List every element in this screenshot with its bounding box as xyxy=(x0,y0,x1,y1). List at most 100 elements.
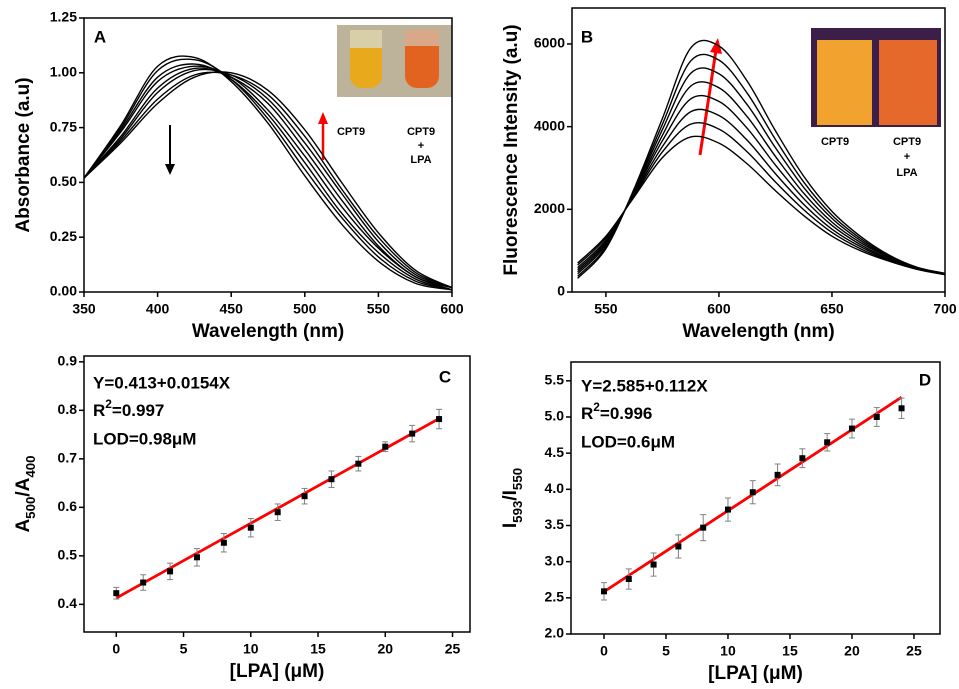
x-tick-label: 15 xyxy=(310,641,326,657)
inset-label: + xyxy=(904,151,910,163)
y-tick-label: 2.5 xyxy=(545,589,565,605)
data-point xyxy=(824,439,831,446)
data-point xyxy=(274,509,281,516)
x-tick-label: 20 xyxy=(377,641,393,657)
plot-frame xyxy=(83,17,453,293)
fit-equation: Y=0.413+0.0154X xyxy=(93,373,231,392)
spectrum-line xyxy=(84,63,452,291)
x-tick-label: 5 xyxy=(662,643,670,659)
x-tick-label: 25 xyxy=(906,643,922,659)
data-point xyxy=(382,443,389,450)
data-point xyxy=(247,524,254,531)
detection-limit: LOD=0.98μM xyxy=(93,429,196,448)
data-point xyxy=(409,430,416,437)
r-squared: R2=0.996 xyxy=(581,400,652,423)
data-point xyxy=(625,576,632,583)
y-tick-label: 0.9 xyxy=(58,353,78,369)
data-point xyxy=(700,524,707,531)
x-tick-label: 400 xyxy=(146,301,170,317)
data-point xyxy=(193,554,200,561)
text-part: R xyxy=(93,401,105,420)
y-tick-label: 0.50 xyxy=(50,173,77,189)
y-tick-label: 0.4 xyxy=(58,595,78,611)
inset-label: CPT9 xyxy=(407,126,435,138)
data-point xyxy=(848,425,855,432)
spectrum-line xyxy=(577,135,945,276)
inset-photo-a xyxy=(337,25,452,97)
panel-label: A xyxy=(94,27,106,46)
inset-photo-b xyxy=(811,28,941,127)
y-axis-label: I593/I550 xyxy=(500,468,525,528)
x-tick-label: 600 xyxy=(440,301,464,317)
x-tick-label: 600 xyxy=(707,301,731,317)
spectrum-line xyxy=(84,71,452,289)
r-squared: R2=0.997 xyxy=(93,397,164,420)
x-axis-label: [LPA] (μM) xyxy=(708,663,803,684)
text-part: /A xyxy=(13,477,34,496)
y-tick-label: 1.00 xyxy=(50,64,77,80)
data-point xyxy=(167,568,174,575)
y-tick-label: 4000 xyxy=(534,117,565,133)
spectrum-line xyxy=(84,71,452,289)
detection-limit: LOD=0.6μM xyxy=(581,432,675,451)
text-part: 593 xyxy=(510,501,525,523)
data-point xyxy=(898,405,905,412)
data-point xyxy=(140,579,147,586)
y-tick-label: 2000 xyxy=(534,200,565,216)
x-tick-label: 10 xyxy=(720,643,736,659)
y-tick-label: 0.5 xyxy=(58,547,78,563)
y-tick-label: 3.5 xyxy=(545,516,565,532)
panel-label: C xyxy=(439,367,451,386)
spectrum-line xyxy=(577,108,945,275)
text-part: 2 xyxy=(593,400,600,414)
y-tick-label: 3.0 xyxy=(545,552,565,568)
x-tick-label: 25 xyxy=(445,641,461,657)
y-tick-label: 2.0 xyxy=(545,625,565,641)
x-axis-label: Wavelength (nm) xyxy=(682,321,834,342)
data-point xyxy=(749,489,756,496)
y-tick-label: 0 xyxy=(557,283,565,299)
x-tick-label: 0 xyxy=(600,643,608,659)
inset-label: CPT9 xyxy=(337,126,365,138)
inset-label: CPT9 xyxy=(893,136,921,148)
plot-frame xyxy=(570,361,941,635)
inset-label: CPT9 xyxy=(821,136,849,148)
panel: 350 400 450 500 550 600 0.00 0.25 0.50 0.75 1.00 1.… xyxy=(13,9,464,342)
x-tick-label: 700 xyxy=(933,301,957,317)
y-axis-label: A500/A400 xyxy=(13,455,38,532)
y-tick-label: 0.25 xyxy=(50,228,77,244)
text-part: 500 xyxy=(23,497,38,519)
x-tick-label: 550 xyxy=(594,301,618,317)
data-point xyxy=(675,543,682,550)
x-tick-label: 550 xyxy=(367,301,391,317)
data-point xyxy=(600,588,607,595)
spectrum-line xyxy=(84,68,452,289)
data-point xyxy=(113,590,120,597)
text-part: R xyxy=(581,404,593,423)
panel-label: B xyxy=(581,27,593,46)
text-part: A xyxy=(13,519,34,533)
x-tick-label: 350 xyxy=(72,301,96,317)
text-part: =0.996 xyxy=(600,404,652,423)
data-point xyxy=(220,539,227,546)
fit-equation: Y=2.585+0.112X xyxy=(581,376,708,395)
y-axis-label: Fluorescence Intensity (a.u) xyxy=(501,24,522,275)
spectrum-line xyxy=(84,65,452,291)
x-tick-label: 5 xyxy=(180,641,188,657)
x-tick-label: 20 xyxy=(844,643,860,659)
y-tick-label: 0.8 xyxy=(58,401,78,417)
x-axis-label: Wavelength (nm) xyxy=(192,321,344,342)
panel: 0 5 10 15 20 25 0.4 0.5 0.6 0.7 0.8 0.9 [LPA] (μM) A5… xyxy=(13,353,471,682)
data-point xyxy=(724,506,731,513)
spectrum-line xyxy=(84,58,452,291)
spectrum-line xyxy=(84,55,452,291)
x-tick-label: 650 xyxy=(820,301,844,317)
text-part: 2 xyxy=(105,397,112,411)
y-tick-label: 5.0 xyxy=(545,408,565,424)
x-tick-label: 15 xyxy=(782,643,798,659)
panel: 550 600 650 700 0 2000 4000 6000 Wavelength (nm)… xyxy=(501,7,957,342)
x-axis-label: [LPA] (μM) xyxy=(230,661,325,682)
y-tick-label: 4.5 xyxy=(545,444,565,460)
spectrum-line xyxy=(577,39,945,279)
spectrum-line xyxy=(84,67,452,289)
